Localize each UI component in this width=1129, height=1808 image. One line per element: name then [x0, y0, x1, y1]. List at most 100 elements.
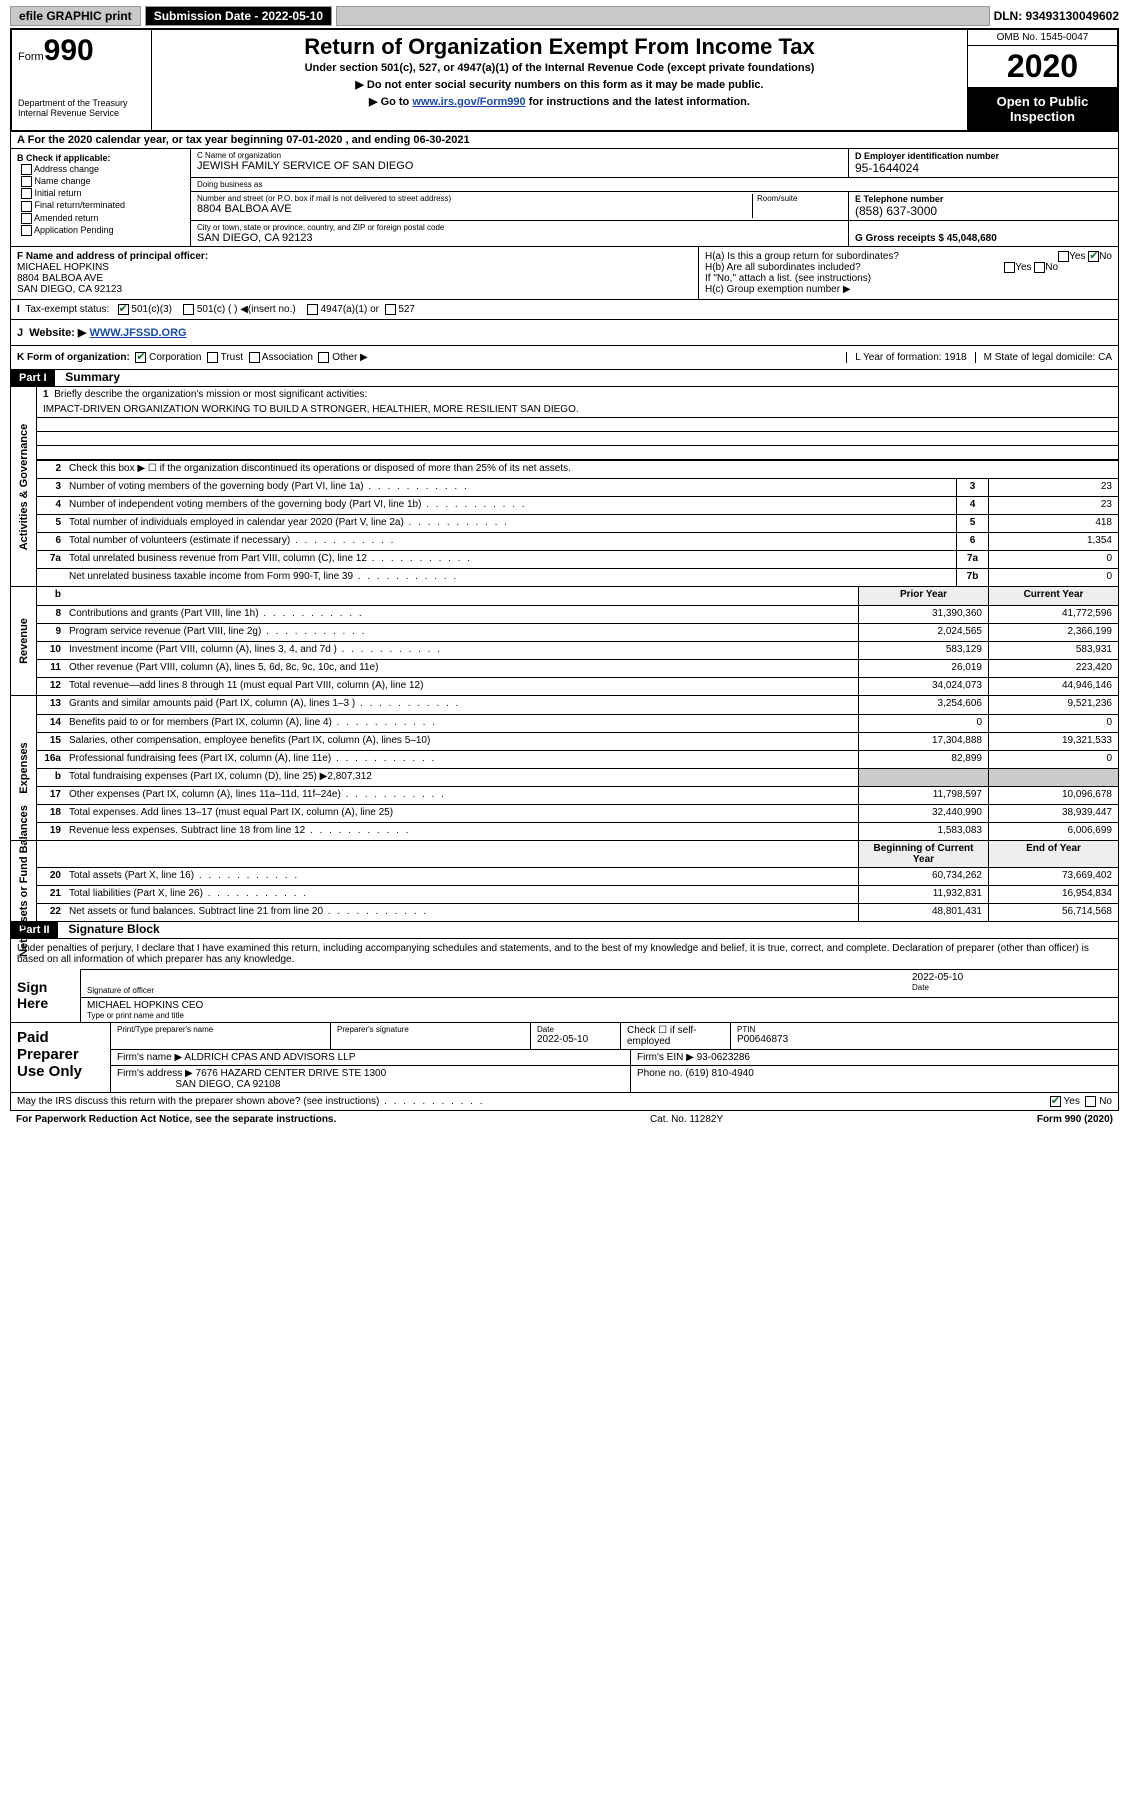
hdr-bcy: Beginning of Current Year — [858, 841, 988, 867]
l13-current: 9,521,236 — [988, 696, 1118, 714]
ein-value: 95-1644024 — [855, 161, 1112, 175]
hdr-prior-year: Prior Year — [858, 587, 988, 605]
hb-note: If "No," attach a list. (see instruction… — [705, 273, 1112, 284]
l22-text: Net assets or fund balances. Subtract li… — [65, 904, 858, 921]
discuss-no-chk[interactable] — [1085, 1096, 1096, 1107]
mission-blank2 — [37, 432, 1118, 446]
part1-header: Part I — [11, 370, 55, 386]
g-gross-receipts: G Gross receipts $ 45,048,680 — [855, 233, 1112, 244]
discuss-yes-chk[interactable] — [1050, 1096, 1061, 1107]
chk-initial-return[interactable]: Initial return — [21, 188, 184, 199]
l16a-current: 0 — [988, 751, 1118, 768]
l21-prior: 11,932,831 — [858, 886, 988, 903]
chk-527[interactable] — [385, 304, 396, 315]
l2-text: Check this box ▶ ☐ if the organization d… — [65, 461, 1118, 478]
form-footer: Form 990 (2020) — [1037, 1114, 1113, 1125]
l11-current: 223,420 — [988, 660, 1118, 677]
addr-label: Number and street (or P.O. box if mail i… — [197, 194, 752, 203]
l18-text: Total expenses. Add lines 13–17 (must eq… — [65, 805, 858, 822]
ha-no-chk[interactable] — [1088, 251, 1099, 262]
chk-name-change[interactable]: Name change — [21, 176, 184, 187]
chk-501c[interactable] — [183, 304, 194, 315]
l17-prior: 11,798,597 — [858, 787, 988, 804]
self-employed-chk[interactable]: Check ☐ if self-employed — [621, 1023, 731, 1049]
l19-text: Revenue less expenses. Subtract line 18 … — [65, 823, 858, 840]
l9-text: Program service revenue (Part VIII, line… — [65, 624, 858, 641]
irs-discuss-question: May the IRS discuss this return with the… — [17, 1096, 485, 1107]
l7a-value: 0 — [988, 551, 1118, 568]
d-ein-label: D Employer identification number — [855, 151, 1112, 161]
chk-4947[interactable] — [307, 304, 318, 315]
privacy-note: Do not enter social security numbers on … — [160, 78, 959, 91]
l18-prior: 32,440,990 — [858, 805, 988, 822]
website-link[interactable]: WWW.JFSSD.ORG — [89, 327, 186, 339]
efile-button[interactable]: efile GRAPHIC print — [10, 6, 141, 26]
chk-other[interactable] — [318, 352, 329, 363]
mission-text: IMPACT-DRIVEN ORGANIZATION WORKING TO BU… — [37, 402, 1118, 418]
c-name-label: C Name of organization — [197, 151, 842, 160]
hb-label: H(b) Are all subordinates included? — [705, 262, 861, 273]
l16b-text: Total fundraising expenses (Part IX, col… — [65, 769, 858, 786]
dept-label: Department of the Treasury Internal Reve… — [18, 98, 145, 118]
prep-date-label: Date — [537, 1025, 614, 1034]
ha-yes-chk[interactable] — [1058, 251, 1069, 262]
chk-application-pending[interactable]: Application Pending — [21, 225, 184, 236]
row-i-tax-status: I Tax-exempt status: 501(c)(3) 501(c) ( … — [10, 300, 1119, 320]
chk-trust[interactable] — [207, 352, 218, 363]
submission-date-button[interactable]: Submission Date - 2022-05-10 — [145, 6, 332, 26]
row-a-tax-year: A For the 2020 calendar year, or tax yea… — [10, 132, 1119, 149]
instructions-link[interactable]: www.irs.gov/Form990 — [412, 96, 525, 108]
mission-blank1 — [37, 418, 1118, 432]
chk-amended-return[interactable]: Amended return — [21, 213, 184, 224]
officer-name: MICHAEL HOPKINS — [17, 262, 692, 273]
sig-date-label: Date — [912, 983, 1112, 992]
l9-current: 2,366,199 — [988, 624, 1118, 641]
city-value: SAN DIEGO, CA 92123 — [197, 232, 842, 244]
l7b-value: 0 — [988, 569, 1118, 586]
m-state-domicile: M State of legal domicile: CA — [975, 352, 1112, 363]
city-label: City or town, state or province, country… — [197, 223, 842, 232]
chk-final-return[interactable]: Final return/terminated — [21, 200, 184, 211]
row-j-website: J Website: ▶ WWW.JFSSD.ORG — [10, 320, 1119, 346]
paid-preparer-label: Paid Preparer Use Only — [11, 1023, 111, 1092]
l17-text: Other expenses (Part IX, column (A), lin… — [65, 787, 858, 804]
firm-name: ALDRICH CPAS AND ADVISORS LLP — [184, 1052, 355, 1063]
l15-current: 19,321,533 — [988, 733, 1118, 750]
officer-city: SAN DIEGO, CA 92123 — [17, 284, 692, 295]
hb-no-chk[interactable] — [1034, 262, 1045, 273]
l21-current: 16,954,834 — [988, 886, 1118, 903]
officer-signed-name: MICHAEL HOPKINS CEO — [87, 1000, 203, 1011]
tax-year: 2020 — [968, 46, 1117, 88]
hb-yes-chk[interactable] — [1004, 262, 1015, 273]
chk-501c3[interactable] — [118, 304, 129, 315]
prep-sig-label: Preparer's signature — [337, 1025, 524, 1034]
cat-number: Cat. No. 11282Y — [650, 1114, 723, 1125]
sig-officer-label: Signature of officer — [87, 986, 154, 995]
chk-address-change[interactable]: Address change — [21, 164, 184, 175]
firm-ein-label: Firm's EIN ▶ — [637, 1052, 694, 1063]
form-subtitle: Under section 501(c), 527, or 4947(a)(1)… — [160, 62, 959, 74]
l14-text: Benefits paid to or for members (Part IX… — [65, 715, 858, 732]
part1-title: Summary — [57, 368, 128, 386]
form-header: Form990 Department of the Treasury Inter… — [10, 28, 1119, 132]
l14-current: 0 — [988, 715, 1118, 732]
firm-ein: 93-0623286 — [697, 1052, 750, 1063]
l18-current: 38,939,447 — [988, 805, 1118, 822]
l20-prior: 60,734,262 — [858, 868, 988, 885]
section-f-officer: F Name and address of principal officer:… — [11, 247, 698, 299]
hdr-b: b — [37, 587, 65, 605]
ptin-value: P00646873 — [737, 1034, 1112, 1045]
l17-current: 10,096,678 — [988, 787, 1118, 804]
hdr-eoy: End of Year — [988, 841, 1118, 867]
section-h: H(a) Is this a group return for subordin… — [698, 247, 1118, 299]
perjury-declaration: Under penalties of perjury, I declare th… — [11, 939, 1118, 969]
chk-corporation[interactable] — [135, 352, 146, 363]
type-name-label: Type or print name and title — [87, 1011, 203, 1020]
l16a-text: Professional fundraising fees (Part IX, … — [65, 751, 858, 768]
l1-label: Briefly describe the organization's miss… — [54, 389, 367, 400]
side-revenue: Revenue — [11, 587, 37, 695]
l8-prior: 31,390,360 — [858, 606, 988, 623]
chk-association[interactable] — [249, 352, 260, 363]
goto-text: Go to — [381, 96, 413, 108]
l15-prior: 17,304,888 — [858, 733, 988, 750]
